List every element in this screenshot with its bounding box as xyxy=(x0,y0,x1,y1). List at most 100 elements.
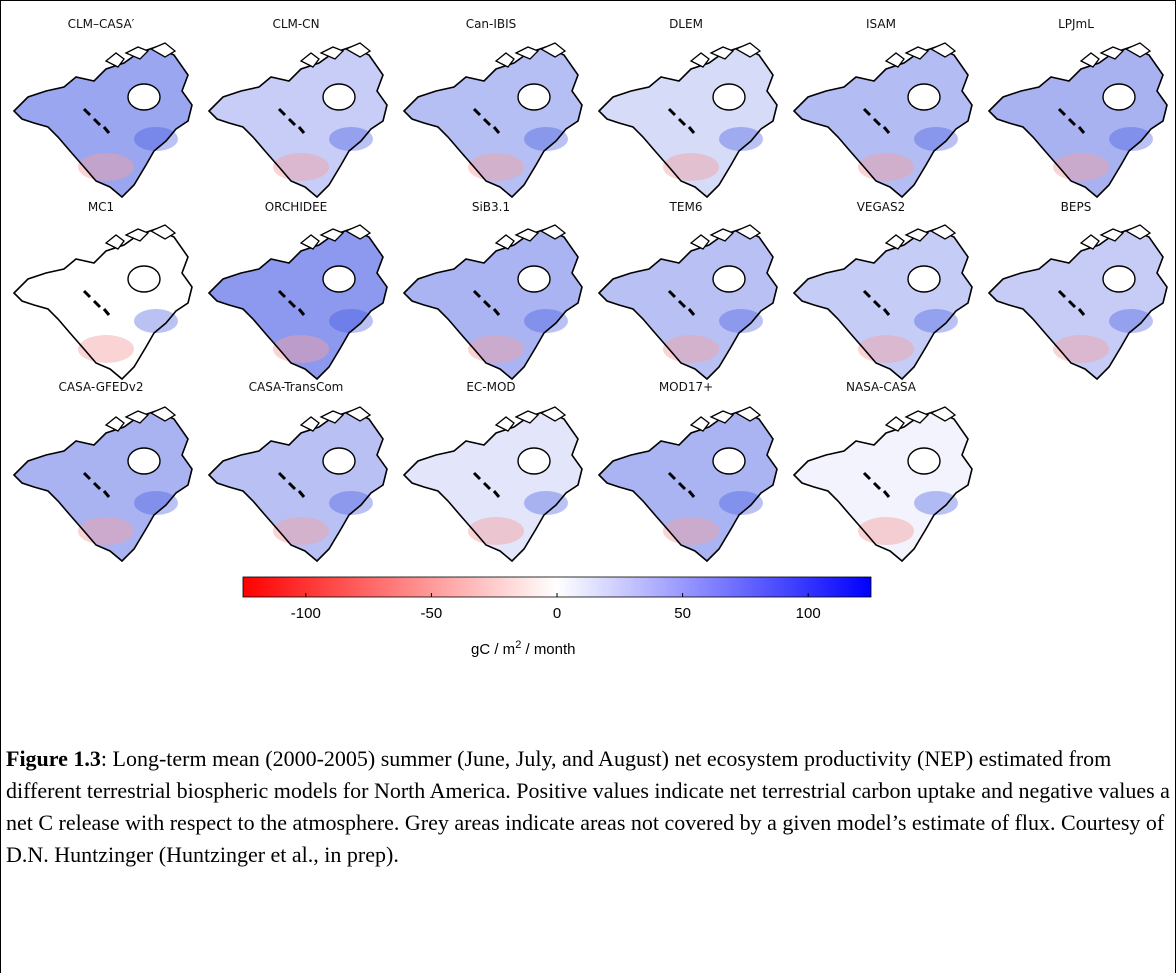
hudson-bay xyxy=(907,265,941,293)
hudson-bay xyxy=(1102,83,1136,111)
panel-title: ORCHIDEE xyxy=(264,200,328,214)
sink-area xyxy=(719,309,763,333)
tick-label: -100 xyxy=(291,605,321,622)
coastline xyxy=(597,410,778,563)
arctic-islands xyxy=(104,224,177,250)
sink-area xyxy=(134,309,178,333)
source-area xyxy=(663,517,719,545)
sink-area xyxy=(524,309,568,333)
hudson-bay xyxy=(322,447,356,475)
hudson-bay xyxy=(1102,265,1136,293)
lakes xyxy=(277,471,306,498)
map-panel xyxy=(402,406,583,563)
panel-title: MC1 xyxy=(87,200,115,214)
arctic-islands xyxy=(494,42,567,68)
hudson-bay xyxy=(712,83,746,111)
lakes xyxy=(862,471,891,498)
panel-title: NASA-CASA xyxy=(846,380,916,394)
map-panel xyxy=(597,224,778,381)
coastline xyxy=(12,228,193,381)
units-sup: 2 xyxy=(515,639,522,651)
arctic-islands xyxy=(884,406,957,432)
coastline xyxy=(792,410,973,563)
source-area xyxy=(858,335,914,363)
coastline xyxy=(597,228,778,381)
source-area xyxy=(78,517,134,545)
panel-title: Can-IBIS xyxy=(465,17,517,31)
arctic-islands xyxy=(689,406,762,432)
lakes xyxy=(1057,289,1086,316)
panel-title: CASA-GFEDv2 xyxy=(58,380,144,394)
panel-title: CLM–CASA′ xyxy=(67,17,135,31)
map-panel xyxy=(207,224,388,381)
arctic-islands xyxy=(104,406,177,432)
sink-area xyxy=(524,491,568,515)
hudson-bay xyxy=(127,265,161,293)
sink-area xyxy=(914,309,958,333)
map-panel xyxy=(402,42,583,199)
hudson-bay xyxy=(127,447,161,475)
hudson-bay xyxy=(517,447,551,475)
coastline xyxy=(12,46,193,199)
sink-area xyxy=(719,127,763,151)
colorbar-units: gC / m2 / month xyxy=(471,639,576,658)
lakes xyxy=(862,107,891,134)
hudson-bay xyxy=(712,265,746,293)
coastline xyxy=(12,410,193,563)
tick-label: -50 xyxy=(421,605,443,622)
lakes xyxy=(472,107,501,134)
map-panel xyxy=(402,224,583,381)
source-area xyxy=(468,153,524,181)
source-area xyxy=(1053,335,1109,363)
source-area xyxy=(858,517,914,545)
map-panel xyxy=(987,224,1168,381)
coastline xyxy=(207,228,388,381)
source-area xyxy=(273,517,329,545)
sink-area xyxy=(719,491,763,515)
map-panel xyxy=(987,42,1168,199)
arctic-islands xyxy=(884,224,957,250)
caption-text: : Long-term mean (2000-2005) summer (Jun… xyxy=(6,746,1170,867)
arctic-islands xyxy=(299,406,372,432)
arctic-islands xyxy=(299,42,372,68)
panel-title: TEM6 xyxy=(669,200,703,214)
coastline xyxy=(597,46,778,199)
hudson-bay xyxy=(322,265,356,293)
panel-title: CLM-CN xyxy=(272,17,320,31)
sink-area xyxy=(914,491,958,515)
sink-area xyxy=(1109,127,1153,151)
source-area xyxy=(663,335,719,363)
panel-title: SiB3.1 xyxy=(471,200,511,214)
colorbar: -100 -50 0 50 100 xyxy=(242,576,872,622)
sink-area xyxy=(134,491,178,515)
panel-title: DLEM xyxy=(669,17,703,31)
panel-title: LPJmL xyxy=(1058,17,1094,31)
hudson-bay xyxy=(907,447,941,475)
sink-area xyxy=(524,127,568,151)
map-panel xyxy=(792,224,973,381)
lakes xyxy=(472,289,501,316)
coastline xyxy=(987,228,1168,381)
panel-title: EC-MOD xyxy=(466,380,516,394)
source-area xyxy=(78,153,134,181)
source-area xyxy=(273,153,329,181)
arctic-islands xyxy=(689,224,762,250)
map-panel xyxy=(597,42,778,199)
arctic-islands xyxy=(1079,42,1152,68)
map-panel xyxy=(207,406,388,563)
coastline xyxy=(402,410,583,563)
source-area xyxy=(1053,153,1109,181)
sink-area xyxy=(914,127,958,151)
source-area xyxy=(858,153,914,181)
map-panel xyxy=(207,42,388,199)
hudson-bay xyxy=(517,265,551,293)
lakes xyxy=(472,471,501,498)
sink-area xyxy=(329,127,373,151)
map-panel xyxy=(597,406,778,563)
lakes xyxy=(667,289,696,316)
hudson-bay xyxy=(907,83,941,111)
lakes xyxy=(277,289,306,316)
panel-title: ISAM xyxy=(866,17,896,31)
source-area xyxy=(78,335,134,363)
